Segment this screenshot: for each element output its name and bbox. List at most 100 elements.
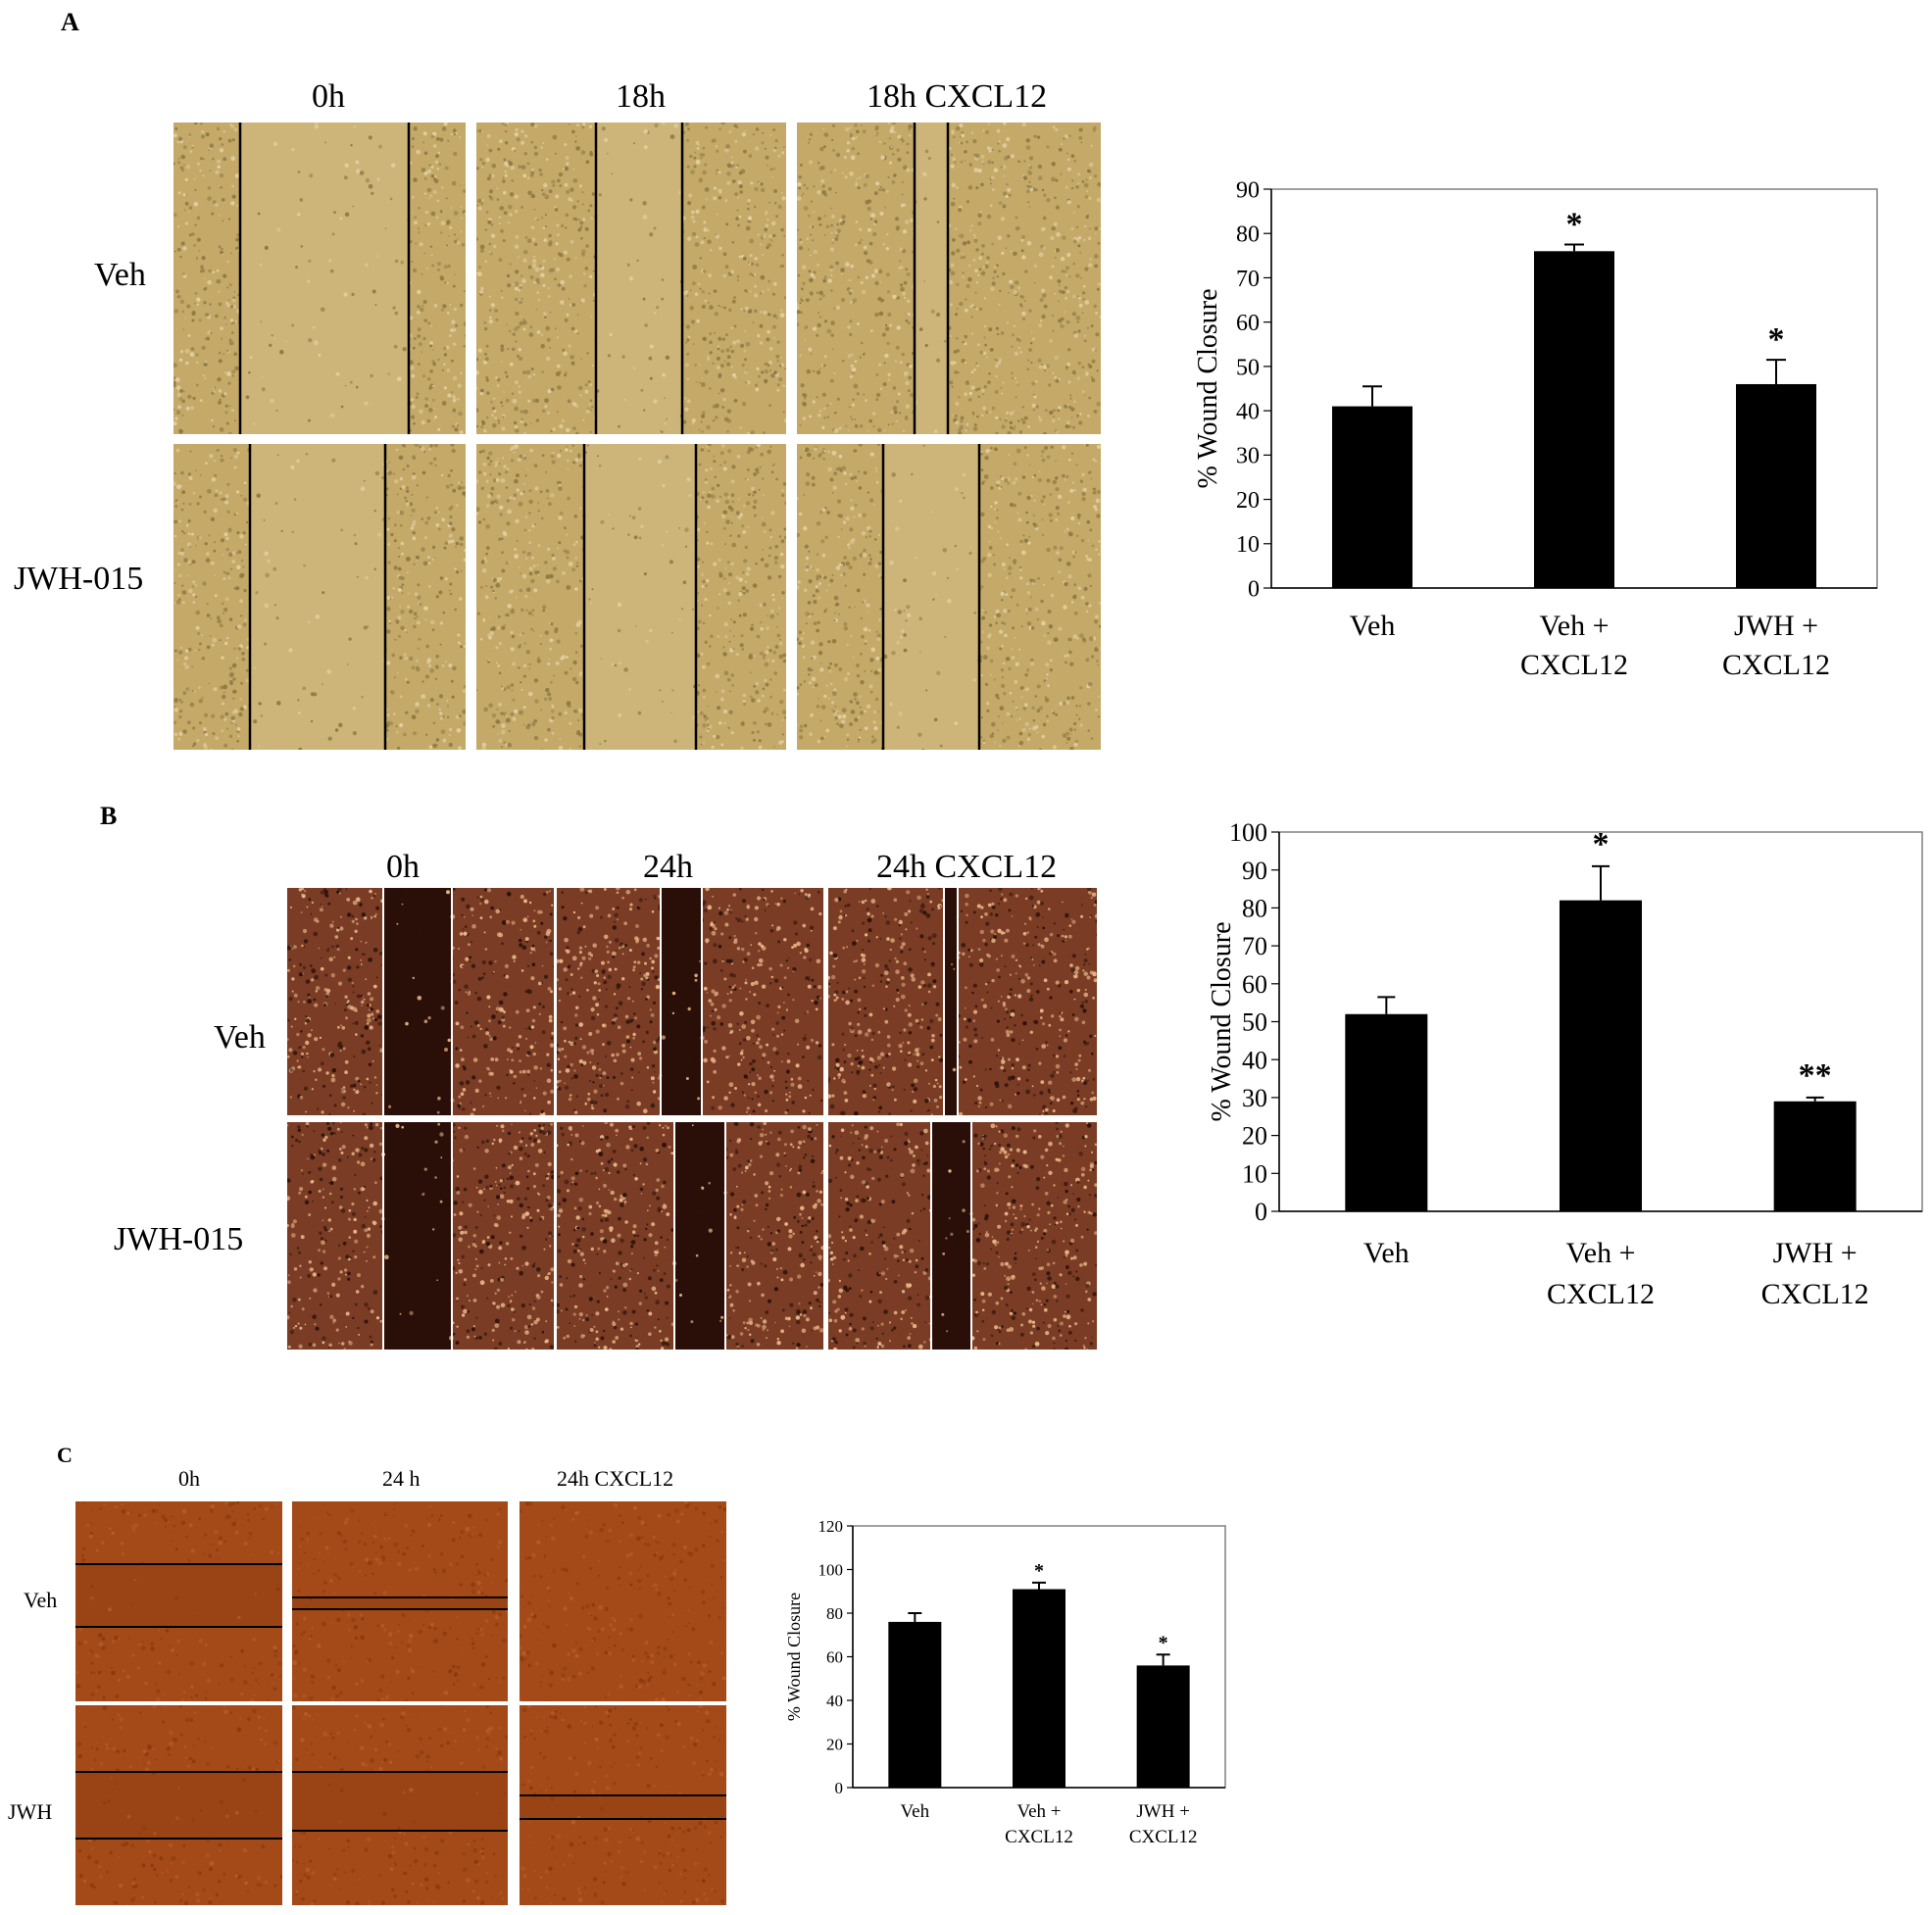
panel-a-y-tick-label: 40 [1236,400,1260,425]
panel-a-y-tick-label: 80 [1236,222,1260,248]
panel-a-y-tick-label: 30 [1236,444,1260,469]
panel-c-x-tick-label-1-0: Veh + [1016,1801,1061,1822]
panel-c-micrograph-r0-c0 [75,1501,282,1701]
panel-b-bar-0 [1345,1013,1428,1211]
panel-b-col-0h: 0h [386,849,420,885]
panel-a-x-tick-label-0-0: Veh [1350,610,1396,642]
panel-a-micrograph-r0-c1 [476,123,786,434]
panel-a-bar-0 [1332,406,1412,588]
panel-b-bar-chart: 0 10 20 30 40 50 60 70 80 90 100 % Wound Closure Veh… [1201,818,1932,1310]
panel-b-col-24h-cxcl12: 24h CXCL12 [876,849,1058,885]
panel-b-y-tick-label: 70 [1242,932,1267,960]
panel-c-x-tick-label-2-0: JWH + [1136,1801,1190,1822]
panel-c-micrograph-r1-c2 [520,1705,726,1905]
panel-c-y-tick-label: 80 [826,1604,843,1623]
panel-b-letter: B [100,802,118,830]
panel-a-x-tick-label-1-1: CXCL12 [1520,649,1628,681]
panel-c-x-tick-label-1-1: CXCL12 [1005,1827,1073,1847]
panel-a-bar-1 [1534,251,1614,588]
panel-b-x-tick-label-2-1: CXCL12 [1761,1278,1869,1309]
panel-a-significance-2: * [1768,321,1785,358]
panel-c-col-24h-cxcl12: 24h CXCL12 [557,1466,674,1491]
panel-b-y-tick-label: 60 [1242,970,1267,999]
panel-c-x-tick-label-0-0: Veh [901,1801,930,1822]
panel-c-row-jwh: JWH [8,1799,53,1824]
panel-a-row-veh: Veh [94,257,146,293]
panel-c-y-tick-label: 100 [818,1560,844,1579]
panel-a-x-tick-label-2-1: CXCL12 [1722,649,1830,681]
panel-b-y-tick-label: 10 [1242,1159,1267,1188]
panel-b-micrograph-r1-c0 [287,1122,554,1350]
panel-a-y-tick-label: 90 [1236,177,1260,203]
panel-b-y-tick-label: 100 [1229,819,1267,847]
panel-b-bar-1 [1560,900,1642,1211]
panel-a-micrograph-r1-c1 [476,444,786,750]
panel-b-row-veh: Veh [214,1019,266,1056]
panel-b-y-tick-label: 80 [1242,895,1267,923]
panel-b-y-axis-title: % Wound Closure [1207,921,1237,1121]
panel-c-micrograph-r0-c2 [520,1501,726,1701]
panel-b-micrograph-r1-c1 [557,1122,823,1350]
panel-c-y-tick-label: 60 [826,1647,843,1666]
panel-b-y-tick-label: 0 [1255,1198,1267,1226]
panel-c-y-tick-label: 120 [818,1517,844,1536]
panel-b-row-jwh015: JWH-015 [114,1221,244,1257]
panel-a-x-tick-label-1-0: Veh + [1539,610,1609,642]
panel-c-y-tick-label: 20 [826,1735,843,1753]
panel-b-bar-2 [1773,1101,1857,1211]
panel-a-y-tick-label: 50 [1236,355,1260,380]
panel-a-micrograph-r1-c2 [797,444,1101,750]
panel-a-y-tick-label: 20 [1236,488,1260,514]
panel-a-micrograph-r0-c2 [797,123,1101,434]
panel-b-x-tick-label-0-0: Veh [1363,1237,1410,1269]
panel-c-bar-0 [888,1621,942,1788]
panel-c-letter: C [57,1443,73,1467]
panel-a-col-18h-cxcl12: 18h CXCL12 [867,78,1048,115]
panel-b-x-tick-label-1-0: Veh + [1565,1237,1635,1269]
panel-a-y-tick-label: 0 [1248,576,1260,602]
panel-b-y-tick-label: 90 [1242,857,1267,885]
panel-a-col-0h: 0h [312,78,345,115]
panel-b-col-24h: 24h [643,849,693,885]
panel-c-col-24h: 24 h [382,1466,421,1491]
panel-b-x-tick-label-1-1: CXCL12 [1547,1278,1655,1309]
panel-b-x-tick-label-2-0: JWH + [1773,1237,1858,1269]
panel-c-y-axis-title: % Wound Closure [784,1593,804,1721]
panel-c-bar-chart: 0 20 40 60 80 100 120 % Wound Closure Veh * Veh + C… [774,1515,1245,1868]
panel-c-bar-1 [1013,1589,1065,1788]
panel-a-bar-chart: 0 10 20 30 40 50 60 70 80 90 % Wound Closure Veh * Ve… [1191,176,1932,706]
panel-a-row-jwh015: JWH-015 [14,561,144,597]
panel-b-y-tick-label: 40 [1242,1046,1267,1074]
panel-b-micrograph-r0-c2 [828,888,1097,1115]
panel-b-y-tick-label: 30 [1242,1084,1267,1112]
panel-c-col-0h: 0h [178,1466,200,1491]
panel-c-y-tick-label: 0 [835,1779,844,1797]
panel-b-micrograph-r0-c0 [287,888,554,1115]
panel-a-col-18h: 18h [616,78,666,115]
panel-c-significance-2: * [1159,1632,1168,1653]
panel-c-micrograph-r1-c1 [292,1705,508,1905]
panel-c-bar-2 [1136,1665,1190,1788]
panel-c-micrograph-r0-c1 [292,1501,508,1701]
panel-b-significance-1: * [1593,826,1610,862]
panel-c-y-tick-label: 40 [826,1692,843,1710]
panel-b-micrograph-r0-c1 [557,888,823,1115]
panel-a-y-tick-label: 60 [1236,311,1260,336]
panel-a-bar-2 [1736,383,1816,588]
panel-c-row-veh: Veh [24,1588,58,1612]
panel-b-significance-2: ** [1799,1057,1832,1094]
panel-a-micrograph-r0-c0 [173,123,466,434]
panel-a-y-tick-label: 10 [1236,532,1260,558]
panel-c-significance-1: * [1034,1560,1044,1582]
panel-b-micrograph-r1-c2 [828,1122,1097,1350]
panel-c-x-tick-label-2-1: CXCL12 [1129,1827,1198,1847]
panel-b-y-tick-label: 50 [1242,1008,1267,1037]
panel-b-y-tick-label: 20 [1242,1122,1267,1151]
panel-a-y-axis-title: % Wound Closure [1193,288,1223,488]
panel-a-y-tick-label: 70 [1236,267,1260,292]
panel-c-micrograph-r1-c0 [75,1705,282,1905]
panel-a-significance-1: * [1566,207,1583,243]
panel-a-micrograph-r1-c0 [173,444,466,750]
panel-a-x-tick-label-2-0: JWH + [1734,610,1818,642]
panel-a-letter: A [61,8,79,36]
